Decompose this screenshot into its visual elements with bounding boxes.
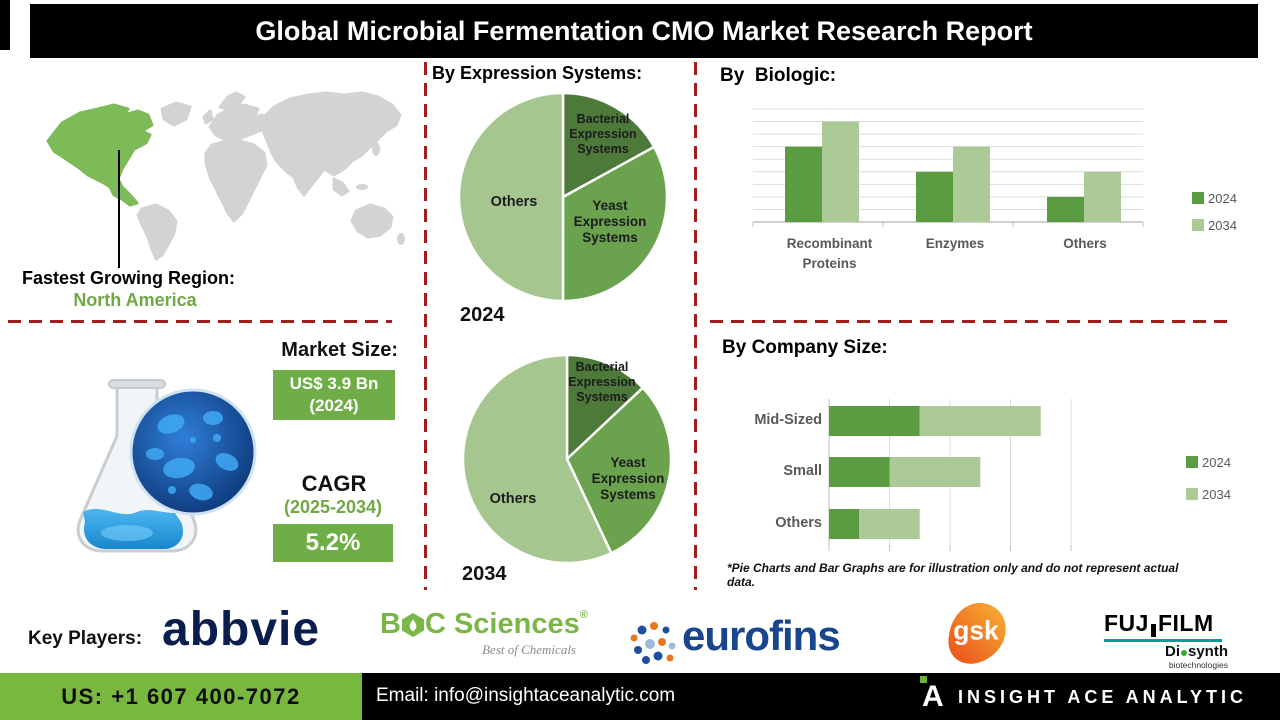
fujifilm-text-left: FUJ	[1104, 610, 1149, 636]
diosynth-synth: synth	[1187, 643, 1228, 660]
market-size-heading: Market Size:	[281, 339, 398, 361]
divider-right	[710, 320, 1232, 323]
page-title: Global Microbial Fermentation CMO Market…	[255, 15, 1033, 46]
footer-bar	[362, 673, 1280, 720]
company-legend-swatch-2034	[1186, 488, 1198, 500]
chart-disclaimer: *Pie Charts and Bar Graphs are for illus…	[727, 561, 1179, 589]
market-size-value: US$ 3.9 Bn	[289, 373, 379, 393]
logo-letter-a: A	[922, 680, 944, 713]
company-size-bar-chart	[828, 399, 1072, 551]
divider-vertical-1	[424, 62, 427, 590]
company-row-small: Small	[783, 463, 822, 479]
company-legend-swatch-2024	[1186, 456, 1198, 468]
boc-letter-b: B	[380, 608, 401, 640]
world-map	[46, 91, 405, 261]
pie-2024-label-others: Others	[490, 194, 538, 210]
pie-2034-label-yeast: Yeast Expression Systems	[591, 455, 665, 503]
company-legend-2024: 2024	[1202, 455, 1231, 470]
cagr-value: 5.2%	[305, 529, 361, 557]
company-size-heading: By Company Size:	[722, 337, 888, 358]
fujifilm-red-dot-i	[1150, 624, 1156, 637]
biologic-legend-swatch-2034	[1192, 219, 1204, 231]
biologic-legend-2024: 2024	[1208, 191, 1237, 206]
fastest-growing-region-value: North America	[73, 290, 197, 310]
fastest-growing-region-heading: Fastest Growing Region:	[22, 268, 236, 288]
biologic-category-recombinant: Recombinant Proteins	[786, 236, 873, 271]
biologic-bar-chart	[752, 108, 1144, 227]
boc-sciences-logo: B C Sciences ® Best of Chemicals	[380, 608, 590, 658]
eurofins-dots-icon	[630, 622, 676, 664]
company-row-mid-sized: Mid-Sized	[754, 412, 822, 428]
pie-2034	[461, 353, 673, 565]
insightace-logo-icon: A	[918, 676, 948, 718]
biologic-category-others: Others	[1063, 236, 1107, 251]
cagr-period: (2025-2034)	[283, 497, 383, 517]
pie-2034-label-others: Others	[489, 491, 537, 507]
eurofins-logo: eurofins	[682, 612, 841, 659]
key-players-label: Key Players:	[28, 628, 143, 649]
corner-notch	[0, 0, 10, 50]
abbvie-logo: abbvie	[162, 603, 321, 656]
diosynth-green-dot-icon	[1180, 650, 1187, 656]
boc-hexagon-icon	[401, 612, 425, 637]
company-row-others: Others	[775, 515, 822, 531]
gsk-logo: gsk	[948, 603, 1006, 664]
fujifilm-diosynth-logo: FUJ FILM Di synth biotechnologies	[1104, 610, 1228, 670]
boc-letters-c-sciences: C Sciences	[424, 608, 580, 640]
boc-tagline: Best of Chemicals	[482, 642, 576, 657]
pie-2024-label-bacterial: Bacterial Expression Systems	[569, 112, 637, 156]
biologic-legend-2034: 2034	[1208, 218, 1237, 233]
flask-illustration	[76, 379, 257, 553]
phone-number: US: +1 607 400-7072	[61, 683, 301, 709]
pie-2034-year: 2034	[462, 563, 507, 585]
company-legend-2034: 2034	[1202, 487, 1231, 502]
footer-phone-block: US: +1 607 400-7072	[0, 673, 362, 720]
biologic-category-enzymes: Enzymes	[925, 236, 985, 251]
insightace-brand-name: INSIGHT ACE ANALYTIC	[958, 687, 1248, 707]
north-america-region	[46, 103, 154, 207]
email-address: Email: info@insightaceanalytic.com	[376, 685, 676, 706]
fujifilm-text-right: FILM	[1157, 610, 1214, 636]
diosynth-biotechnologies: biotechnologies	[1168, 660, 1228, 670]
cagr-value-box: 5.2%	[273, 524, 393, 562]
boc-registered-mark: ®	[579, 608, 588, 621]
biologic-legend-swatch-2024	[1192, 192, 1204, 204]
cagr-label: CAGR	[301, 471, 367, 496]
market-size-year: (2024)	[309, 396, 359, 415]
map-callout-line	[118, 150, 120, 268]
svg-text:gsk: gsk	[953, 616, 999, 646]
expression-systems-heading: By Expression Systems:	[432, 63, 643, 83]
pie-2034-label-bacterial: Bacterial Expression Systems	[568, 360, 636, 404]
pie-2024-year: 2024	[460, 304, 505, 326]
fujifilm-teal-rule	[1104, 639, 1222, 642]
pie-2024	[457, 91, 669, 303]
pie-2024-label-yeast: Yeast Expression Systems	[573, 198, 647, 246]
logo-green-square	[920, 676, 927, 683]
diosynth-di: Di	[1164, 643, 1180, 660]
divider-left	[8, 320, 392, 323]
title-bar: Global Microbial Fermentation CMO Market…	[30, 4, 1258, 58]
biologic-heading: By Biologic:	[720, 65, 837, 86]
market-size-value-box: US$ 3.9 Bn (2024)	[273, 370, 395, 420]
divider-vertical-2	[694, 62, 697, 590]
